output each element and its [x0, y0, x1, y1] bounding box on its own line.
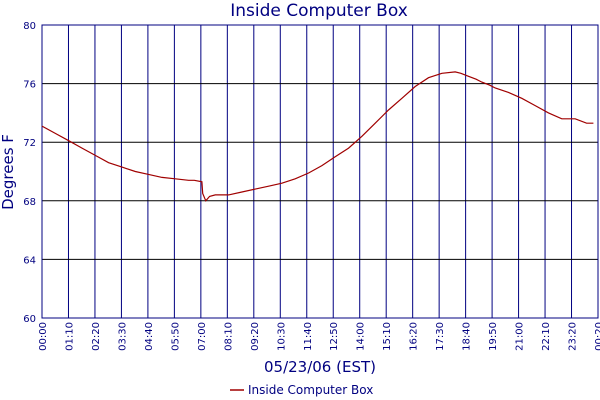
y-tick-label: 80: [23, 21, 36, 32]
x-tick-label: 14:00: [356, 322, 367, 351]
x-tick-label: 10:30: [276, 322, 287, 351]
x-tick-label: 19:50: [488, 322, 499, 351]
y-tick-label: 72: [23, 138, 36, 149]
x-tick-label: 21:00: [515, 322, 526, 351]
x-tick-label: 09:20: [250, 322, 261, 351]
x-tick-label: 03:30: [117, 322, 128, 351]
x-tick-label: 02:20: [91, 322, 102, 351]
x-tick-label: 18:40: [462, 322, 473, 351]
x-tick-label: 07:00: [197, 322, 208, 351]
x-axis-label: 05/23/06 (EST): [264, 358, 376, 376]
x-tick-labels: 00:00 01:10 02:20 03:30 04:40 05:50 07:00 08:10…: [38, 322, 600, 351]
x-tick-label: 12:50: [329, 322, 340, 351]
grid: [42, 25, 598, 318]
x-tick-label: 00:00: [38, 322, 49, 351]
y-tick-label: 76: [23, 80, 36, 91]
y-tick-label: 64: [23, 255, 36, 266]
x-tick-label: 08:10: [223, 322, 234, 351]
x-tick-label: 23:20: [568, 322, 579, 351]
legend-label: Inside Computer Box: [248, 383, 373, 397]
x-tick-label: 00:20: [594, 322, 600, 351]
x-tick-label: 01:10: [64, 322, 75, 351]
x-tick-label: 11:40: [303, 322, 314, 351]
series-line-inside-computer-box: [41, 71, 594, 202]
y-tick-label: 60: [23, 314, 36, 325]
x-tick-label: 15:10: [382, 322, 393, 351]
x-tick-label: 22:10: [541, 322, 552, 351]
x-tick-label: 16:20: [409, 322, 420, 351]
chart-title: Inside Computer Box: [230, 1, 408, 21]
plot-area-border: [41, 24, 599, 319]
y-axis-label: Degrees F: [0, 134, 17, 210]
x-tick-label: 05:50: [170, 322, 181, 351]
x-tick-label: 04:40: [144, 322, 155, 351]
x-tick-label: 17:30: [435, 322, 446, 351]
y-tick-label: 68: [23, 197, 36, 208]
y-tick-labels: 60 64 68 72 76 80: [23, 21, 36, 325]
